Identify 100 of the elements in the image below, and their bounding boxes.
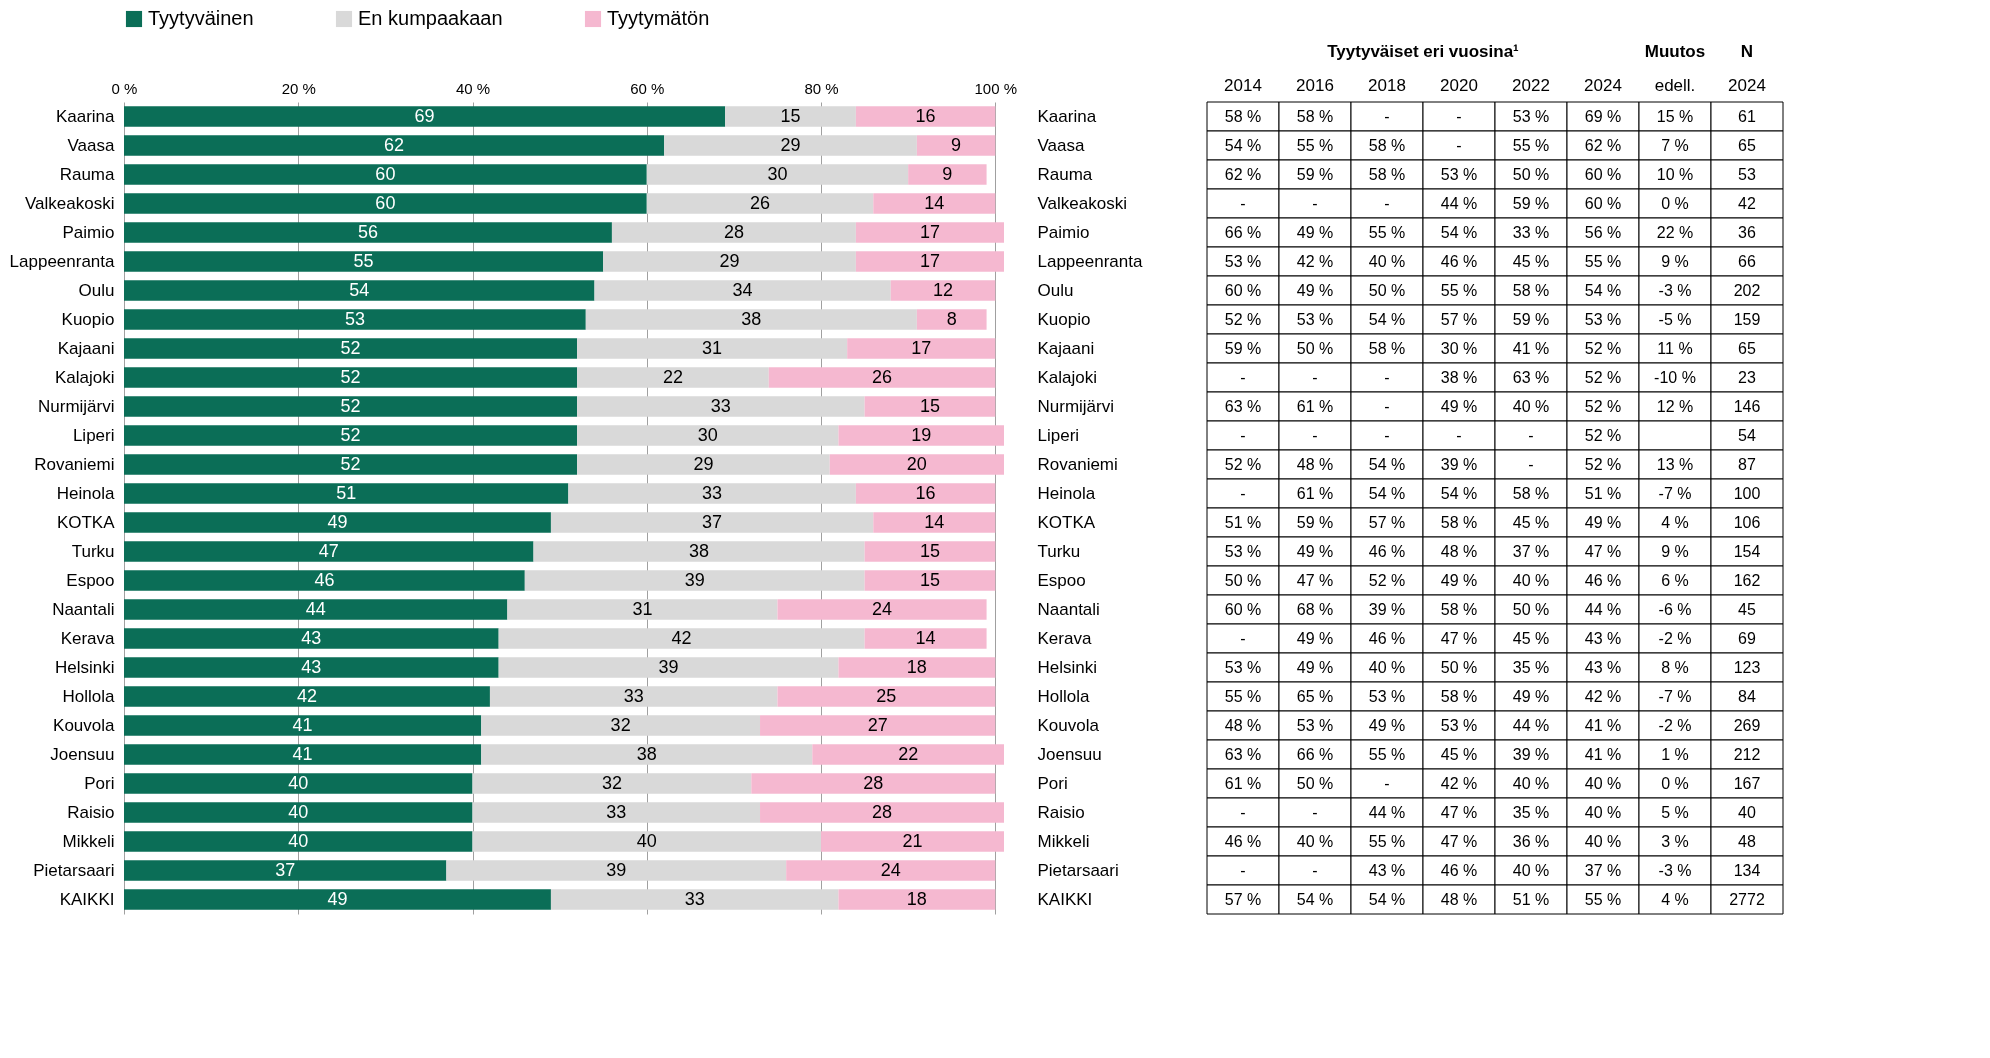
y-tick-label: Pietarsaari xyxy=(1037,860,1119,880)
y-tick-label: Kuopio xyxy=(61,309,115,329)
text: - xyxy=(1384,107,1390,125)
x-tick-label: 0 % xyxy=(111,79,138,97)
y-tick-label: Pori xyxy=(84,773,115,793)
data-label: 28 xyxy=(872,801,893,822)
data-label: 29 xyxy=(780,134,801,155)
text: - xyxy=(1312,194,1318,212)
data-label: 8 xyxy=(946,308,957,329)
data-label: 50 % xyxy=(1512,165,1550,183)
data-label: 49 % xyxy=(1440,571,1478,589)
data-label: 41 % xyxy=(1584,745,1622,763)
data-label: 52 xyxy=(340,337,361,358)
data-label: 55 % xyxy=(1224,687,1262,705)
data-label: 52 xyxy=(340,453,361,474)
data-label: 39 xyxy=(658,656,679,677)
data-label: 52 % xyxy=(1584,455,1622,473)
data-label: 162 xyxy=(1733,571,1761,589)
data-label: 60 xyxy=(375,192,396,213)
data-label: 31 xyxy=(632,598,653,619)
y-tick-label: Valkeakoski xyxy=(1037,193,1127,213)
y-tick-label: Espoo xyxy=(1037,570,1086,590)
data-label: 9 % xyxy=(1661,542,1689,560)
data-label: 15 xyxy=(919,395,940,416)
data-label: 61 % xyxy=(1296,397,1334,415)
y-tick-label: Hollola xyxy=(62,686,116,706)
data-label: 45 % xyxy=(1440,745,1478,763)
x-tick-label: 2016 xyxy=(1296,75,1334,95)
data-label: 13 % xyxy=(1656,455,1694,473)
data-label: 49 xyxy=(327,511,348,532)
bar xyxy=(507,599,778,620)
data-label: -3 % xyxy=(1658,281,1692,299)
y-tick-label: Nurmijärvi xyxy=(1037,396,1114,416)
text: - xyxy=(1384,397,1390,415)
data-label: 10 % xyxy=(1656,165,1694,183)
bar xyxy=(124,309,586,330)
y-tick-label: Valkeakoski xyxy=(25,193,115,213)
bar xyxy=(838,889,996,910)
y-tick-label: Liperi xyxy=(1037,425,1080,445)
data-label: 69 xyxy=(414,105,435,126)
data-label: 63 % xyxy=(1512,368,1550,386)
bar xyxy=(812,744,1004,765)
data-label: 58 % xyxy=(1368,136,1406,154)
data-label: 146 xyxy=(1733,397,1761,415)
data-label: 58 % xyxy=(1296,107,1334,125)
text: - xyxy=(1456,136,1462,154)
data-label: 24 xyxy=(872,598,893,619)
x-tick-label: 80 % xyxy=(804,79,839,97)
data-label: 33 xyxy=(702,482,723,503)
data-label: 19 xyxy=(911,424,932,445)
bar xyxy=(124,338,578,359)
bar xyxy=(777,599,987,620)
y-tick-label: Raisio xyxy=(67,802,115,822)
data-label: 48 % xyxy=(1440,890,1478,908)
data-label: 4 % xyxy=(1661,513,1689,531)
x-tick-label: 2024 xyxy=(1728,75,1766,95)
data-label: 33 xyxy=(710,395,731,416)
data-label: 66 xyxy=(1738,252,1756,270)
data-label: 40 % xyxy=(1368,252,1406,270)
data-label: 26 xyxy=(872,366,893,387)
text: Tyytyväiset eri vuosina¹ xyxy=(1327,42,1520,61)
data-label: 15 % xyxy=(1656,107,1694,125)
data-label: 17 xyxy=(919,221,940,242)
y-tick-label: Kajaani xyxy=(57,338,115,358)
data-label: -2 % xyxy=(1658,629,1692,647)
bar xyxy=(855,483,996,504)
data-label: 40 xyxy=(288,801,309,822)
data-label: 63 % xyxy=(1224,745,1262,763)
y-tick-label: Lappeenranta xyxy=(9,251,116,271)
y-tick-label: Espoo xyxy=(66,570,115,590)
data-label: 269 xyxy=(1733,716,1761,734)
data-label: 202 xyxy=(1733,281,1761,299)
y-tick-label: Rovaniemi xyxy=(1037,454,1118,474)
data-label: 49 % xyxy=(1512,687,1550,705)
data-label: 52 % xyxy=(1584,339,1622,357)
y-tick-label: KAIKKI xyxy=(1037,889,1093,909)
y-tick-label: Paimio xyxy=(1037,222,1090,242)
data-label: 47 % xyxy=(1296,571,1334,589)
bar xyxy=(864,628,987,649)
data-label: 53 % xyxy=(1296,716,1334,734)
bar xyxy=(498,657,839,678)
y-tick-label: Kerava xyxy=(60,628,116,648)
data-label: 49 % xyxy=(1440,397,1478,415)
data-label: 167 xyxy=(1733,774,1761,792)
data-label: 60 % xyxy=(1224,281,1262,299)
y-tick-label: Rauma xyxy=(1037,164,1093,184)
bar xyxy=(481,715,761,736)
bar xyxy=(777,686,996,707)
data-label: 54 % xyxy=(1296,890,1334,908)
data-label: 9 xyxy=(951,134,962,155)
data-label: 44 % xyxy=(1584,600,1622,618)
data-label: 23 xyxy=(1738,368,1756,386)
data-label: 60 % xyxy=(1584,194,1622,212)
data-label: 65 % xyxy=(1296,687,1334,705)
data-label: 63 % xyxy=(1224,397,1262,415)
bar xyxy=(550,512,874,533)
data-label: 55 % xyxy=(1440,281,1478,299)
data-label: 55 % xyxy=(1584,890,1622,908)
data-label: 43 % xyxy=(1368,861,1406,879)
data-label: 59 % xyxy=(1296,513,1334,531)
